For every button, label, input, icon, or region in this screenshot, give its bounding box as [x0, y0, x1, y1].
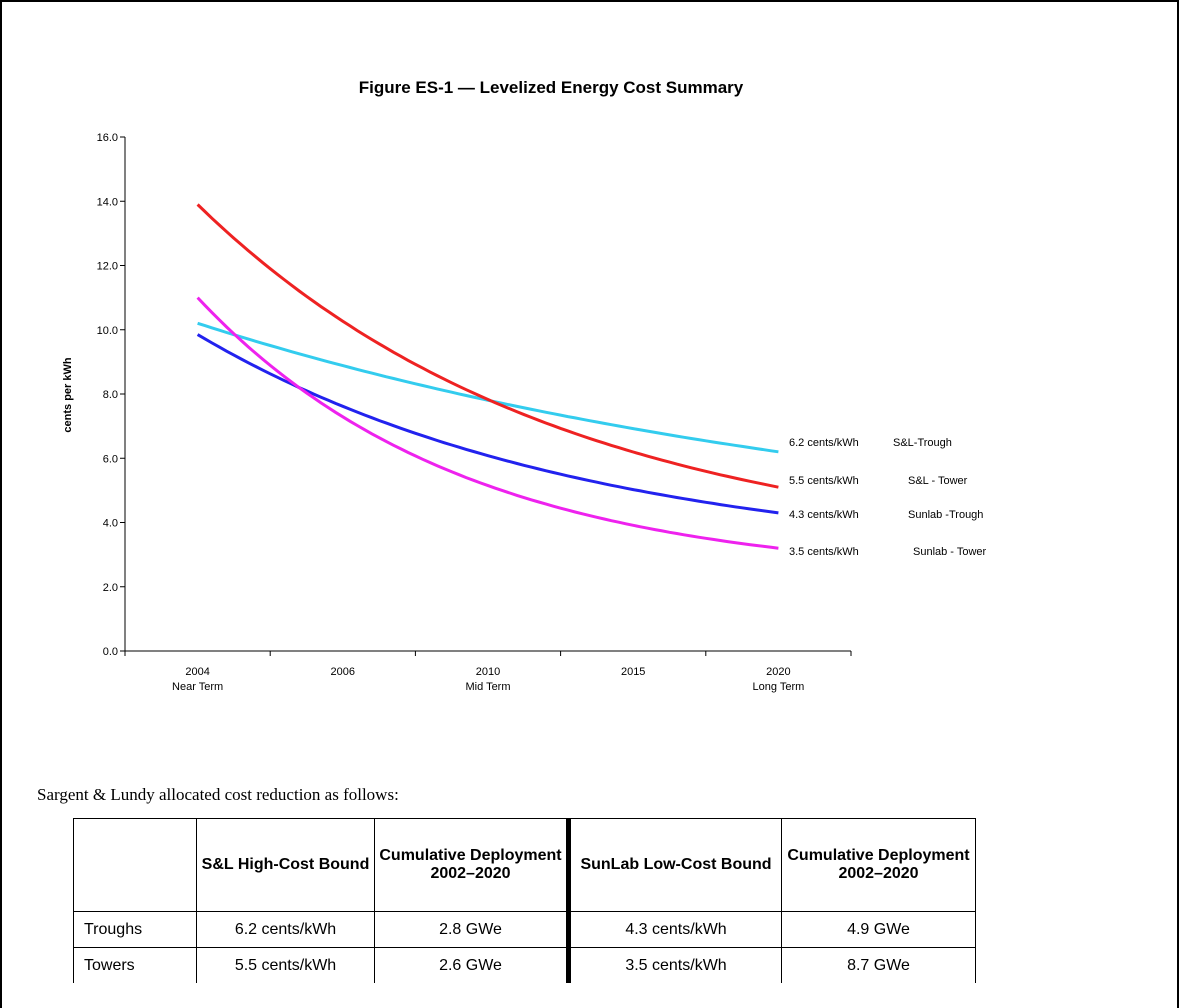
x-tick-label: 2004 [185, 666, 209, 678]
cost-table: S&L High-Cost Bound Cumulative Deploymen… [73, 818, 976, 983]
series-value-label: 6.2 cents/kWh [789, 437, 859, 449]
table-cell: 4.3 cents/kWh [566, 911, 782, 948]
table-header-cell [73, 818, 197, 912]
chart-title: Figure ES-1 — Levelized Energy Cost Summ… [359, 78, 744, 97]
y-tick-label: 14.0 [97, 196, 118, 208]
table-cell: Troughs [73, 911, 197, 948]
table-cell: Towers [73, 947, 197, 983]
intro-text: Sargent & Lundy allocated cost reduction… [37, 785, 399, 804]
y-tick-label: 6.0 [103, 453, 118, 465]
x-tick-sublabel: Long Term [753, 681, 805, 693]
x-tick-sublabel: Mid Term [465, 681, 510, 693]
table-cell: 8.7 GWe [781, 947, 976, 983]
x-tick-label: 2020 [766, 666, 790, 678]
series-value-label: 5.5 cents/kWh [789, 475, 859, 487]
table-header-row: S&L High-Cost Bound Cumulative Deploymen… [73, 818, 976, 912]
table-cell: 6.2 cents/kWh [196, 911, 375, 948]
y-tick-label: 10.0 [97, 325, 118, 337]
x-tick-label: 2015 [621, 666, 645, 678]
x-tick-sublabel: Near Term [172, 681, 223, 693]
series-name-label: S&L - Tower [908, 475, 968, 487]
y-tick-label: 4.0 [103, 518, 118, 530]
y-axis-label: cents per kWh [62, 357, 74, 432]
series-layer [196, 203, 779, 550]
table-cell: 2.6 GWe [374, 947, 569, 983]
table-cell: 4.9 GWe [781, 911, 976, 948]
table-header-cell: Cumulative Deployment 2002–2020 [781, 818, 976, 912]
series-name-label: S&L-Trough [893, 437, 952, 449]
y-tick-label: 16.0 [97, 132, 118, 144]
series-value-label: 3.5 cents/kWh [789, 546, 859, 558]
axes: 0.0 2.0 4.0 6.0 8.0 10.0 12.0 14.0 16.0 2004 Near … [97, 132, 852, 693]
table-header-cell: SunLab Low-Cost Bound [566, 818, 782, 912]
table-cell: 3.5 cents/kWh [566, 947, 782, 983]
table-row: Towers 5.5 cents/kWh 2.6 GWe 3.5 cents/k… [73, 947, 976, 983]
annotation-layer: 6.2 cents/kWh S&L-Trough 5.5 cents/kWh S&L … [789, 437, 987, 558]
series-value-label: 4.3 cents/kWh [789, 509, 859, 521]
series-line [196, 296, 779, 550]
series-line [197, 321, 779, 454]
y-tick-label: 12.0 [97, 261, 118, 273]
y-tick-label: 0.0 [103, 646, 118, 658]
table-cell: 2.8 GWe [374, 911, 569, 948]
table-row: Troughs 6.2 cents/kWh 2.8 GWe 4.3 cents/… [73, 911, 976, 948]
y-tick-label: 8.0 [103, 389, 118, 401]
series-line [196, 203, 779, 489]
series-name-label: Sunlab - Tower [913, 546, 987, 558]
x-tick-label: 2010 [476, 666, 500, 678]
line-chart: Figure ES-1 — Levelized Energy Cost Summ… [62, 78, 987, 693]
y-tick-label: 2.0 [103, 582, 118, 594]
table-header-cell: S&L High-Cost Bound [196, 818, 375, 912]
x-tick-label: 2006 [331, 666, 355, 678]
table-cell: 5.5 cents/kWh [196, 947, 375, 983]
series-name-label: Sunlab -Trough [908, 509, 983, 521]
table-header-cell: Cumulative Deployment 2002–2020 [374, 818, 569, 912]
